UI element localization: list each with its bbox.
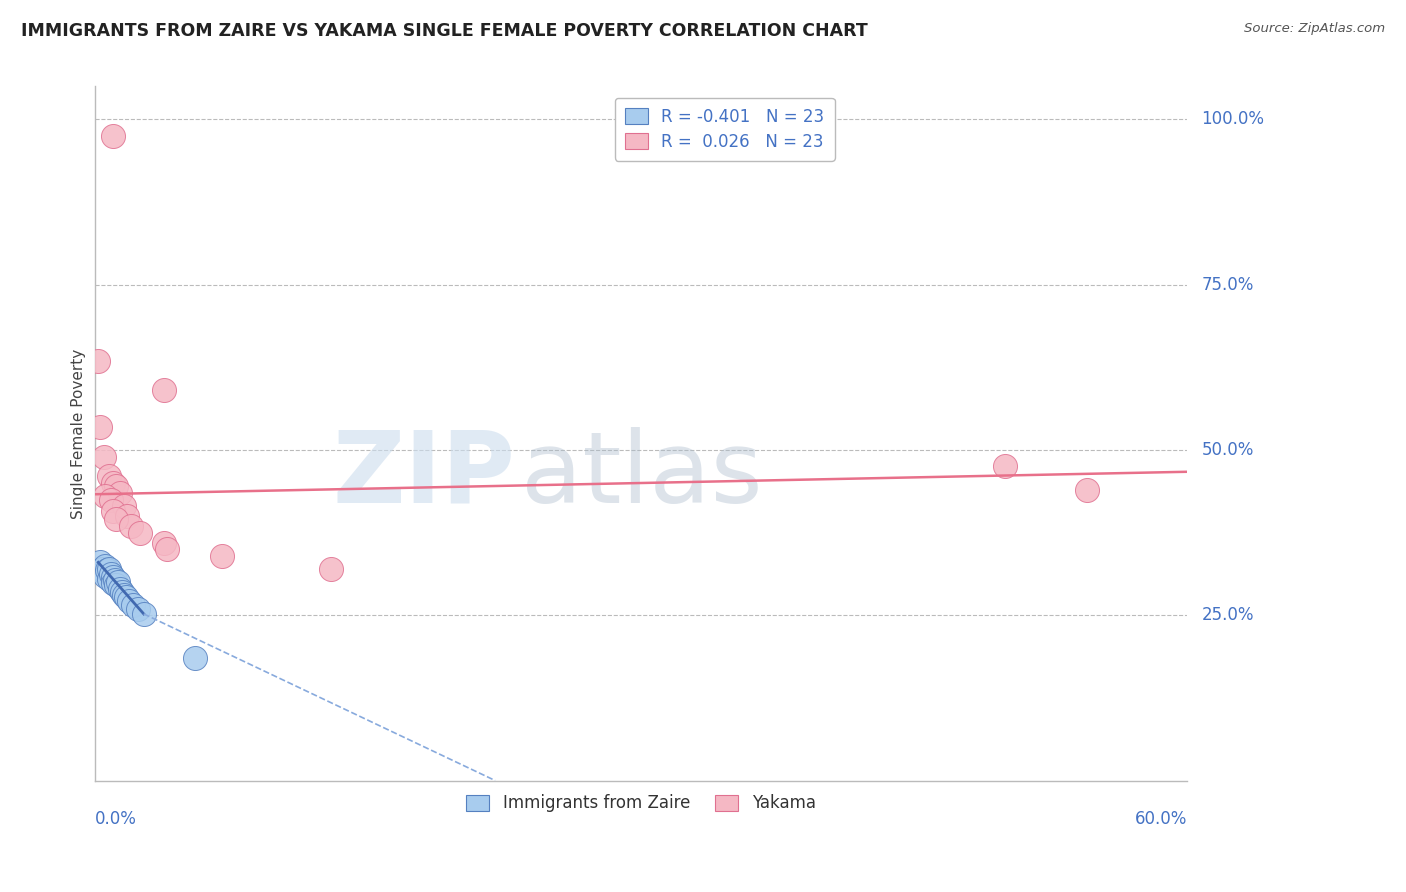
Point <box>112 588 135 602</box>
Point <box>101 504 124 518</box>
Point <box>211 549 233 563</box>
Point <box>156 542 179 557</box>
Point <box>105 479 128 493</box>
Point <box>114 590 136 604</box>
Text: IMMIGRANTS FROM ZAIRE VS YAKAMA SINGLE FEMALE POVERTY CORRELATION CHART: IMMIGRANTS FROM ZAIRE VS YAKAMA SINGLE F… <box>21 22 868 40</box>
Point <box>93 566 115 580</box>
Point <box>87 353 110 368</box>
Point <box>94 558 117 573</box>
Text: 25.0%: 25.0% <box>1202 607 1254 624</box>
Point <box>105 578 128 592</box>
Legend: Immigrants from Zaire, Yakama: Immigrants from Zaire, Yakama <box>457 786 824 821</box>
Text: ZIP: ZIP <box>332 426 515 524</box>
Text: 50.0%: 50.0% <box>1202 441 1254 459</box>
Point <box>89 555 111 569</box>
Point <box>108 486 131 500</box>
Point <box>118 593 141 607</box>
Point <box>94 489 117 503</box>
Point <box>90 562 112 576</box>
Text: 100.0%: 100.0% <box>1202 111 1264 128</box>
Point <box>132 607 155 621</box>
Point <box>1076 483 1098 497</box>
Point <box>98 562 121 576</box>
Point <box>120 519 142 533</box>
Point <box>321 562 343 576</box>
Point <box>127 601 149 615</box>
Text: Source: ZipAtlas.com: Source: ZipAtlas.com <box>1244 22 1385 36</box>
Text: 75.0%: 75.0% <box>1202 276 1254 293</box>
Point <box>89 419 111 434</box>
Point <box>111 585 134 599</box>
Point <box>98 469 121 483</box>
Text: 0.0%: 0.0% <box>94 810 136 829</box>
Point <box>152 535 174 549</box>
Point <box>152 384 174 398</box>
Point <box>98 572 121 586</box>
Point <box>101 128 124 143</box>
Point <box>93 450 115 464</box>
Text: 60.0%: 60.0% <box>1135 810 1187 829</box>
Point <box>107 575 129 590</box>
Point <box>101 576 124 591</box>
Point <box>96 563 118 577</box>
Point <box>94 568 117 582</box>
Point <box>108 582 131 596</box>
Point <box>101 570 124 584</box>
Point <box>105 512 128 526</box>
Point <box>117 509 139 524</box>
Point <box>129 525 152 540</box>
Point <box>101 475 124 490</box>
Point <box>183 651 205 665</box>
Point <box>100 492 122 507</box>
Point <box>104 573 127 587</box>
Point <box>100 567 122 582</box>
Point <box>112 499 135 513</box>
Y-axis label: Single Female Poverty: Single Female Poverty <box>72 348 86 518</box>
Point <box>121 599 143 613</box>
Text: atlas: atlas <box>520 426 762 524</box>
Point <box>994 459 1017 474</box>
